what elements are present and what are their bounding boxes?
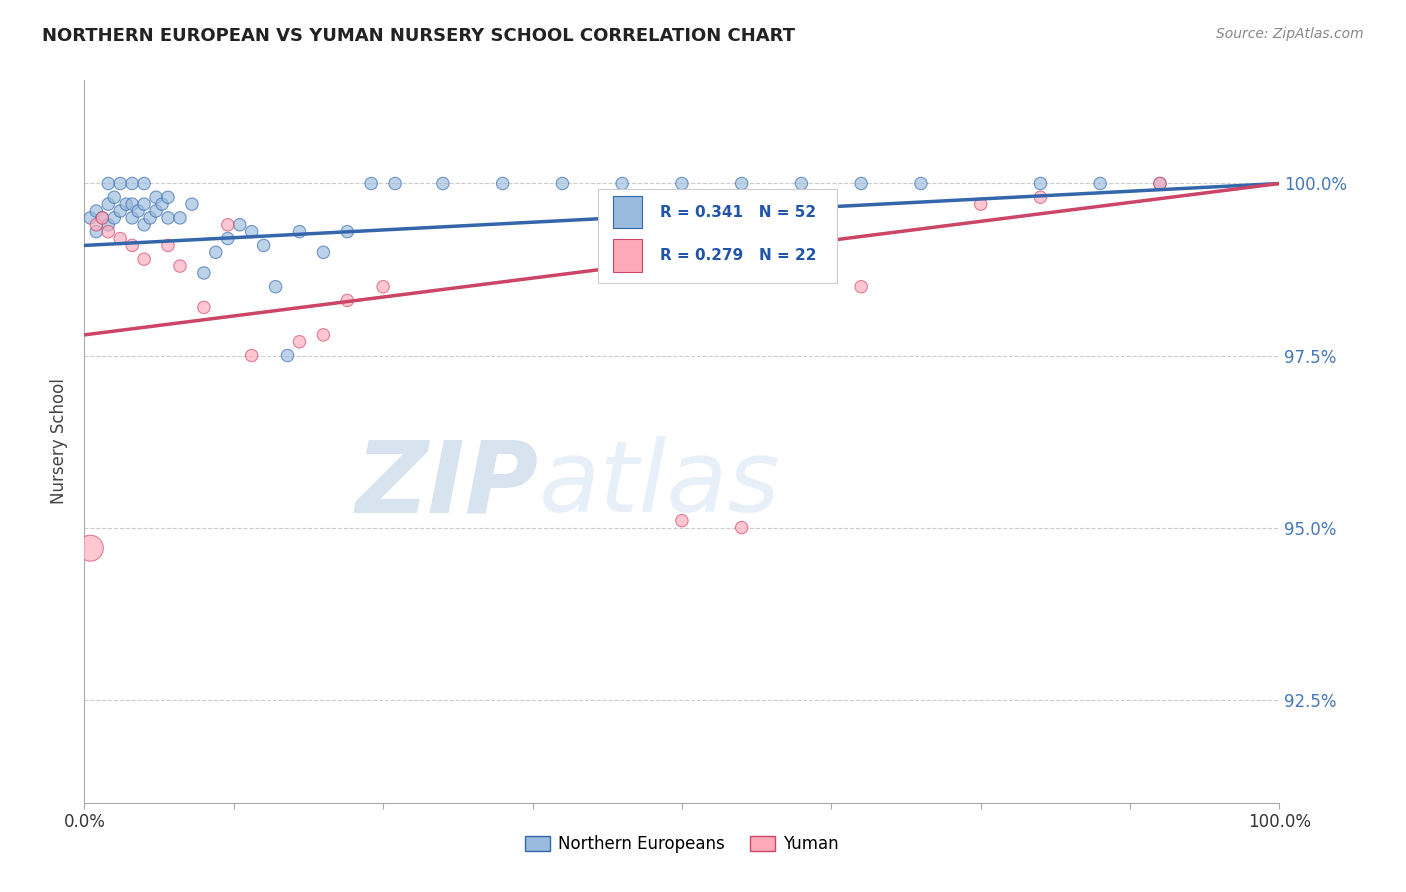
Point xyxy=(373,279,395,293)
Point xyxy=(169,211,191,225)
Point xyxy=(97,197,120,211)
Point xyxy=(79,541,101,556)
Text: ZIP: ZIP xyxy=(356,436,538,533)
Point xyxy=(110,177,132,191)
Bar xyxy=(599,189,838,283)
Text: Source: ZipAtlas.com: Source: ZipAtlas.com xyxy=(1216,27,1364,41)
Point xyxy=(671,177,693,191)
Point xyxy=(970,197,993,211)
Point xyxy=(264,279,287,293)
Point xyxy=(97,177,120,191)
Point xyxy=(150,197,173,211)
Y-axis label: Nursery School: Nursery School xyxy=(51,378,69,505)
Point xyxy=(240,349,263,363)
Point xyxy=(240,225,263,239)
Point xyxy=(121,177,143,191)
Point xyxy=(910,177,932,191)
Text: R = 0.341   N = 52: R = 0.341 N = 52 xyxy=(661,204,817,219)
Point xyxy=(127,204,149,219)
Point xyxy=(86,218,108,232)
Point xyxy=(1149,177,1171,191)
Point xyxy=(205,245,228,260)
Point xyxy=(132,252,156,267)
Point xyxy=(731,520,754,534)
Bar xyxy=(613,196,643,228)
Point xyxy=(139,211,162,225)
Point xyxy=(851,177,873,191)
Point xyxy=(312,245,335,260)
Point xyxy=(1149,177,1171,191)
Point xyxy=(91,211,114,225)
Text: R = 0.279   N = 22: R = 0.279 N = 22 xyxy=(661,248,817,263)
Point xyxy=(145,204,167,219)
Point xyxy=(121,197,143,211)
Bar xyxy=(613,239,643,272)
Point xyxy=(115,197,138,211)
Point xyxy=(277,349,299,363)
Point xyxy=(384,177,406,191)
Point xyxy=(360,177,382,191)
Point xyxy=(1029,177,1052,191)
Legend: Northern Europeans, Yuman: Northern Europeans, Yuman xyxy=(519,828,845,860)
Point xyxy=(193,266,215,280)
Point xyxy=(132,177,156,191)
Point xyxy=(193,301,215,315)
Point xyxy=(103,190,125,204)
Point xyxy=(851,279,873,293)
Point xyxy=(121,238,143,252)
Point xyxy=(551,177,574,191)
Point xyxy=(145,190,167,204)
Point xyxy=(229,218,252,232)
Point xyxy=(86,225,108,239)
Point xyxy=(91,211,114,225)
Point xyxy=(612,177,634,191)
Point xyxy=(790,177,813,191)
Point xyxy=(132,197,156,211)
Point xyxy=(1090,177,1112,191)
Point xyxy=(97,218,120,232)
Point xyxy=(121,211,143,225)
Point xyxy=(157,238,180,252)
Point xyxy=(336,293,359,308)
Point xyxy=(253,238,276,252)
Point xyxy=(312,327,335,342)
Point xyxy=(110,204,132,219)
Point xyxy=(288,334,311,349)
Point xyxy=(157,190,180,204)
Point xyxy=(157,211,180,225)
Point xyxy=(217,231,239,245)
Point xyxy=(169,259,191,273)
Point xyxy=(217,218,239,232)
Point xyxy=(132,218,156,232)
Text: NORTHERN EUROPEAN VS YUMAN NURSERY SCHOOL CORRELATION CHART: NORTHERN EUROPEAN VS YUMAN NURSERY SCHOO… xyxy=(42,27,796,45)
Point xyxy=(492,177,515,191)
Point xyxy=(731,177,754,191)
Point xyxy=(336,225,359,239)
Point xyxy=(1029,190,1052,204)
Point xyxy=(671,514,693,528)
Text: atlas: atlas xyxy=(538,436,780,533)
Point xyxy=(97,225,120,239)
Point xyxy=(103,211,125,225)
Point xyxy=(86,204,108,219)
Point xyxy=(432,177,454,191)
Point xyxy=(79,211,101,225)
Point xyxy=(288,225,311,239)
Point xyxy=(181,197,204,211)
Point xyxy=(110,231,132,245)
